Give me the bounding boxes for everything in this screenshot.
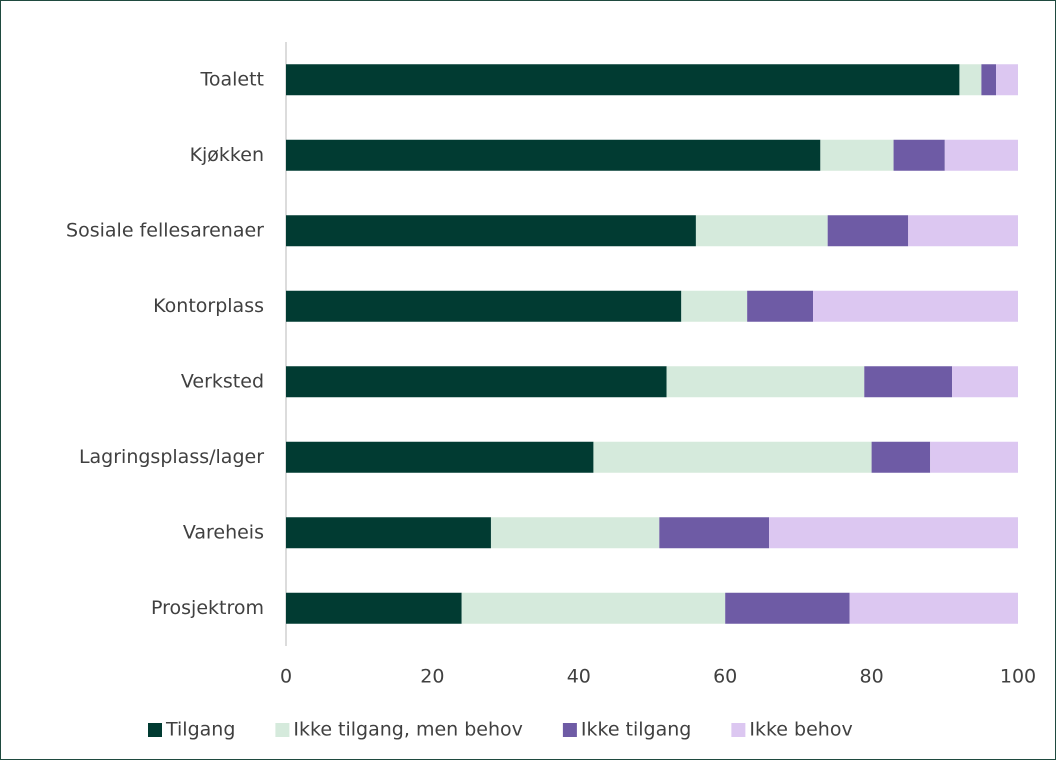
legend-swatch — [562, 723, 577, 737]
legend-swatch — [275, 723, 290, 737]
bar-segment — [593, 441, 872, 473]
bar-segment — [981, 64, 997, 96]
bar-segment — [725, 592, 850, 624]
bar-segment — [286, 215, 696, 247]
x-tick-label: 80 — [860, 666, 884, 688]
bar-segment — [871, 441, 931, 473]
bar-segment — [996, 64, 1018, 96]
bar-segment — [286, 366, 667, 398]
x-tick-label: 60 — [713, 666, 737, 688]
legend-swatch — [731, 723, 746, 737]
bar-segment — [286, 290, 682, 322]
bar-segment — [666, 366, 865, 398]
bar-segment — [490, 517, 660, 549]
x-tick-label: 100 — [1000, 666, 1036, 688]
y-tick-label: Kontorplass — [153, 295, 264, 317]
bar-segment — [908, 215, 1018, 247]
bar-segment — [893, 139, 945, 171]
bar-segment — [747, 290, 814, 322]
y-tick-label: Verksted — [181, 370, 264, 392]
y-tick-label: Prosjektrom — [151, 597, 264, 619]
x-tick-label: 20 — [420, 666, 444, 688]
legend-label: Tilgang — [165, 719, 235, 741]
bar-segment — [286, 592, 462, 624]
bar-segment — [681, 290, 748, 322]
bar-segment — [461, 592, 726, 624]
bar-segment — [659, 517, 770, 549]
bar-segment — [286, 441, 594, 473]
bar-segment — [930, 441, 1018, 473]
y-tick-label: Sosiale fellesarenaer — [66, 219, 264, 241]
x-tick-label: 40 — [567, 666, 591, 688]
bar-segment — [695, 215, 828, 247]
legend-swatch — [148, 723, 162, 737]
y-tick-label: Vareheis — [183, 521, 264, 543]
legend-label: Ikke tilgang — [581, 719, 691, 741]
y-tick-label: Toalett — [199, 68, 264, 90]
legend-label: Ikke tilgang, men behov — [293, 719, 523, 741]
bar-segment — [864, 366, 953, 398]
y-tick-label: Lagringsplass/lager — [79, 446, 264, 468]
bar-segment — [827, 215, 909, 247]
legend-label: Ikke behov — [749, 719, 852, 741]
bar-segment — [286, 64, 960, 96]
x-tick-label: 0 — [280, 666, 292, 688]
bar-segment — [959, 64, 982, 96]
bar-segment — [286, 517, 491, 549]
bar-segment — [813, 290, 1018, 322]
bar-segment — [769, 517, 1018, 549]
y-tick-label: Kjøkken — [190, 144, 264, 166]
bar-segment — [952, 366, 1018, 398]
bar-segment — [849, 592, 1018, 624]
bar-segment — [944, 139, 1018, 171]
bar-segment — [820, 139, 894, 171]
bar-segment — [286, 139, 821, 171]
